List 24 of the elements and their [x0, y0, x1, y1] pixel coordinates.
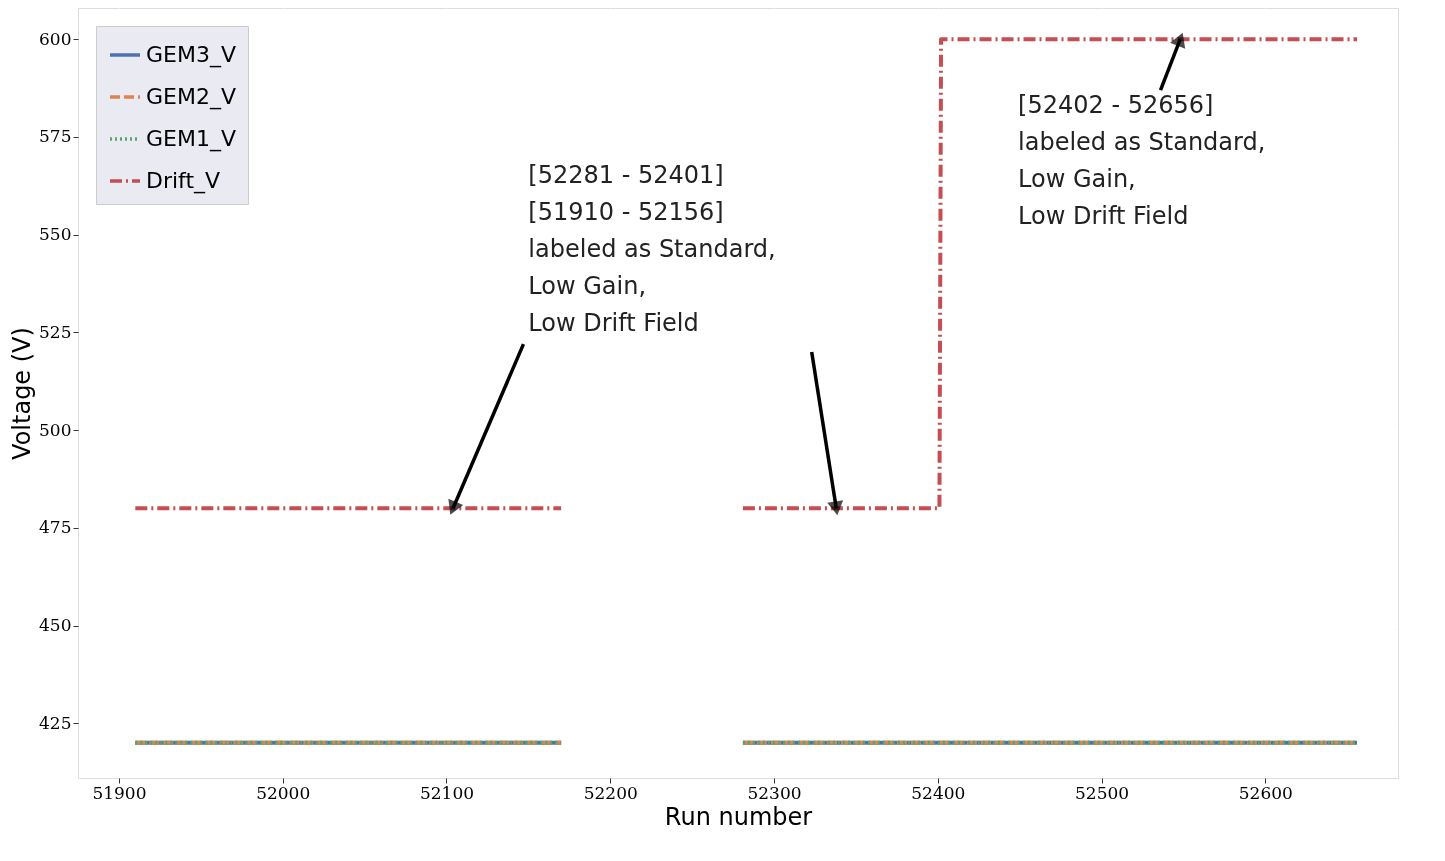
- x-tick-label: 52300: [747, 782, 802, 803]
- y-axis-title: Voltage (V): [8, 327, 37, 460]
- y-tick-label: 550: [39, 224, 72, 245]
- x-tick-label: 52500: [1075, 782, 1130, 803]
- annotation: [52281 - 52401] [51910 - 52156] labeled as Standard, Low Gain, Low Drift Field: [528, 161, 776, 338]
- y-tick-label: 525: [39, 321, 72, 342]
- legend-label: GEM3_V: [146, 42, 236, 68]
- y-tick-label: 450: [39, 615, 72, 636]
- annotation: [52402 - 52656] labeled as Standard, Low Gain, Low Drift Field: [1018, 90, 1266, 230]
- y-tick-label: 475: [39, 517, 72, 538]
- x-tick-label: 52600: [1238, 782, 1293, 803]
- y-tick-label: 500: [39, 419, 72, 440]
- x-tick-label: 52000: [256, 782, 311, 803]
- y-tick-label: 575: [39, 126, 72, 147]
- x-tick-label: 52400: [911, 782, 966, 803]
- legend-label: GEM2_V: [146, 84, 236, 110]
- x-tick-label: 51900: [92, 782, 147, 803]
- x-tick-label: 52100: [419, 782, 475, 803]
- legend-label: GEM1_V: [146, 126, 236, 152]
- x-axis-title: Run number: [664, 802, 813, 831]
- legend-label: Drift_V: [146, 168, 221, 194]
- y-tick-label: 600: [39, 28, 72, 49]
- x-tick-label: 52200: [583, 782, 638, 803]
- y-tick-label: 425: [39, 712, 72, 733]
